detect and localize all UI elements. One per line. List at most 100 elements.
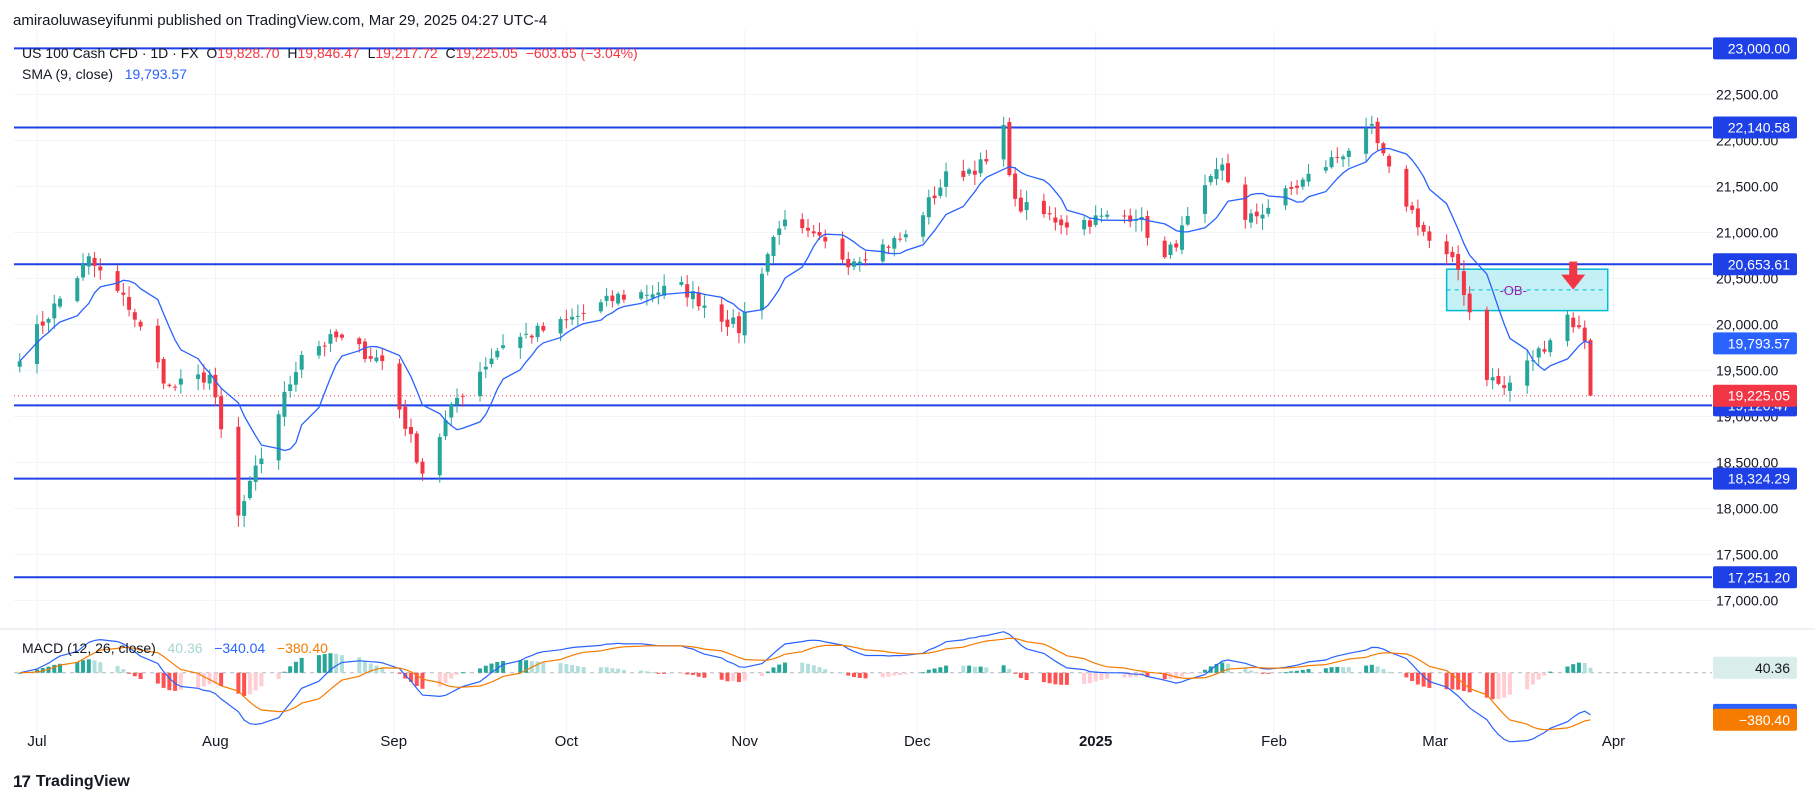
macd-hist-bar [823, 669, 828, 673]
macd-hist-bar [449, 672, 454, 679]
sma-legend[interactable]: SMA (9, close) 19,793.57 [22, 66, 187, 82]
macd-hist-bar [1145, 672, 1150, 678]
macd-hist-bar [1456, 672, 1461, 690]
candle-body [207, 374, 212, 384]
candle-body [132, 312, 137, 320]
macd-hist-bar [1496, 672, 1501, 700]
macd-signal-badge: −380.40 [1739, 712, 1790, 728]
macd-hist-bar [961, 665, 966, 673]
macd-hist-bar [679, 672, 684, 674]
macd-hist-bar [178, 672, 183, 690]
candle-body [1300, 179, 1305, 187]
macd-legend[interactable]: MACD (12, 26, close) 40.36 −340.04 −380.… [22, 640, 328, 656]
candle-body [1214, 169, 1219, 180]
candle-body [178, 378, 183, 385]
level-badge-1: 22,140.58 [1728, 119, 1790, 135]
candle-body [1024, 201, 1029, 211]
macd-hist-bar [276, 672, 281, 679]
candle-body [316, 346, 321, 356]
candle-body [1456, 254, 1461, 270]
open-label: O [206, 45, 218, 61]
macd-hist-bar [1243, 668, 1248, 673]
candle-body [1542, 349, 1547, 352]
candle-body [1162, 240, 1167, 258]
candle-body [81, 264, 86, 278]
time-tick-label: 2025 [1079, 733, 1112, 750]
price-tick-label: 21,000.00 [1716, 224, 1778, 240]
macd-hist-bar [938, 667, 943, 673]
time-tick-label: Oct [555, 733, 579, 750]
macd-hist-bar [293, 661, 298, 673]
macd-hist-bar [1329, 667, 1334, 673]
macd-hist-bar [1502, 672, 1507, 698]
macd-hist-bar [173, 672, 178, 691]
macd-hist-bar [898, 672, 903, 675]
macd-hist-bar [328, 653, 333, 673]
macd-hist-bar [1001, 665, 1006, 673]
down-arrow-icon [1561, 274, 1586, 290]
macd-hist-bar [863, 672, 868, 679]
macd-hist-bar [765, 671, 770, 673]
symbol-label[interactable]: US 100 Cash CFD · 1D · FX [22, 45, 199, 61]
candle-body [1266, 207, 1271, 214]
candle-body [437, 437, 442, 476]
candle-body [679, 282, 684, 285]
candle-body [725, 319, 730, 327]
candle-body [276, 414, 281, 461]
candle-body [1082, 219, 1087, 230]
macd-hist-bar [1128, 672, 1133, 678]
candle-body [1502, 385, 1507, 388]
macd-hist-bar [75, 661, 80, 673]
macd-label: MACD (12, 26, close) [22, 640, 156, 656]
candle-body [293, 372, 298, 385]
tradingview-footer[interactable]: 17 TradingView [13, 772, 130, 792]
candle-body [972, 170, 977, 175]
level-badge-1-bg [1713, 116, 1797, 139]
candle-body [1582, 327, 1587, 342]
macd-hist-bar [1266, 672, 1271, 674]
macd-hist-bar [253, 672, 258, 691]
macd-hist-bar [1576, 662, 1581, 673]
sma-price-badge-bg [1713, 332, 1797, 355]
macd-hist-bar [86, 659, 91, 673]
macd-hist-bar [380, 667, 385, 673]
last-price-badge-bg [1713, 384, 1797, 407]
macd-hist-bar [1467, 672, 1472, 693]
candle-body [529, 335, 534, 338]
candle-body [1122, 215, 1127, 217]
candle-body [898, 238, 903, 240]
open-value: 19,828.70 [217, 45, 280, 61]
candle-body [1099, 215, 1104, 217]
macd-hist-bar [443, 672, 448, 683]
candle-body [483, 366, 488, 370]
level-badge-0: 23,000.00 [1728, 40, 1790, 56]
macd-hist-badge-bg [1713, 656, 1797, 679]
macd-hist-bar [161, 672, 166, 688]
macd-hist-bar [1093, 672, 1098, 682]
candle-body [1185, 216, 1190, 225]
candle-body [961, 170, 966, 177]
candle-body [155, 325, 160, 363]
macd-hist-bar [1421, 672, 1426, 687]
macd-hist-bar [437, 672, 442, 687]
candle-body [1329, 157, 1334, 168]
candle-body [1375, 121, 1380, 144]
candle-body [863, 259, 868, 261]
candle-body [58, 298, 63, 307]
axes: 23,000.0022,500.0022,000.0021,500.0021,0… [27, 37, 1797, 750]
candle-body [886, 246, 891, 248]
candle-body [414, 433, 419, 463]
candle-body [616, 293, 621, 304]
macd-hist-bar [805, 663, 810, 673]
candle-body [328, 334, 333, 344]
macd-hist-bar [921, 672, 926, 674]
macd-hist-bar [944, 665, 949, 673]
candle-body [840, 238, 845, 260]
candle-body [161, 359, 166, 384]
macd-hist-bar [1582, 662, 1587, 673]
price-tick-label: 18,500.00 [1716, 454, 1778, 470]
macd-hist-bar [771, 667, 776, 673]
candle-body [86, 256, 91, 267]
candle-body [662, 285, 667, 296]
